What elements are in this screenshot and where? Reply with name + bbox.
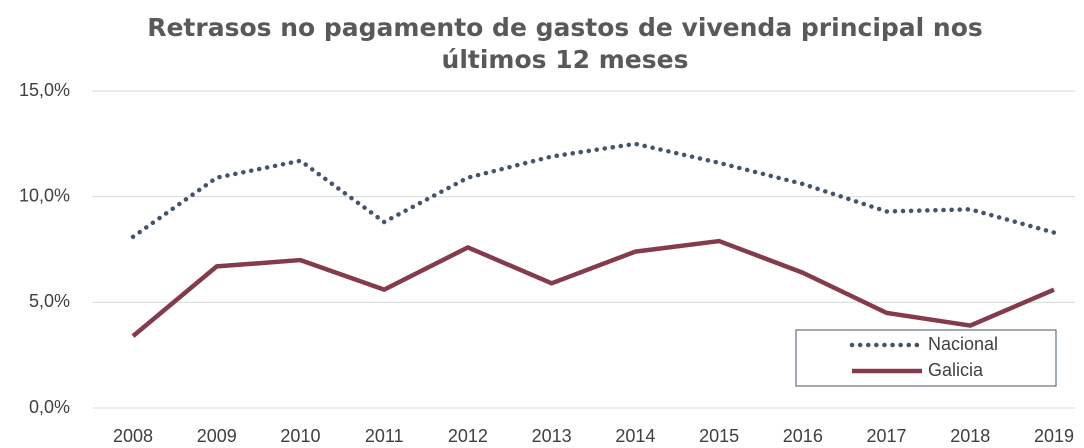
series-line [131, 238, 1055, 338]
x-tick-label: 2011 [365, 426, 404, 446]
chart-title: Retrasos no pagamento de gastos de viven… [147, 13, 983, 74]
x-tick-label: 2016 [783, 426, 823, 446]
y-tick-label: 5,0% [29, 291, 70, 311]
x-tick-label: 2013 [532, 426, 572, 446]
x-tick-label: 2012 [448, 426, 488, 446]
x-tick-label: 2010 [280, 426, 320, 446]
x-tick-label: 2018 [950, 426, 990, 446]
y-tick-label: 0,0% [29, 397, 70, 417]
legend-label: Nacional [928, 334, 998, 354]
x-tick-label: 2019 [1034, 426, 1074, 446]
x-tick-label: 2014 [615, 426, 655, 446]
series-line [130, 141, 1057, 240]
x-tick-label: 2017 [867, 426, 907, 446]
x-tick-label: 2009 [197, 426, 237, 446]
x-tick-label: 2015 [699, 426, 739, 446]
legend-label: Galicia [928, 360, 984, 380]
legend-box [795, 329, 1057, 387]
y-tick-label: 10,0% [19, 185, 70, 205]
y-tick-label: 15,0% [19, 80, 70, 100]
x-tick-label: 2008 [113, 426, 153, 446]
